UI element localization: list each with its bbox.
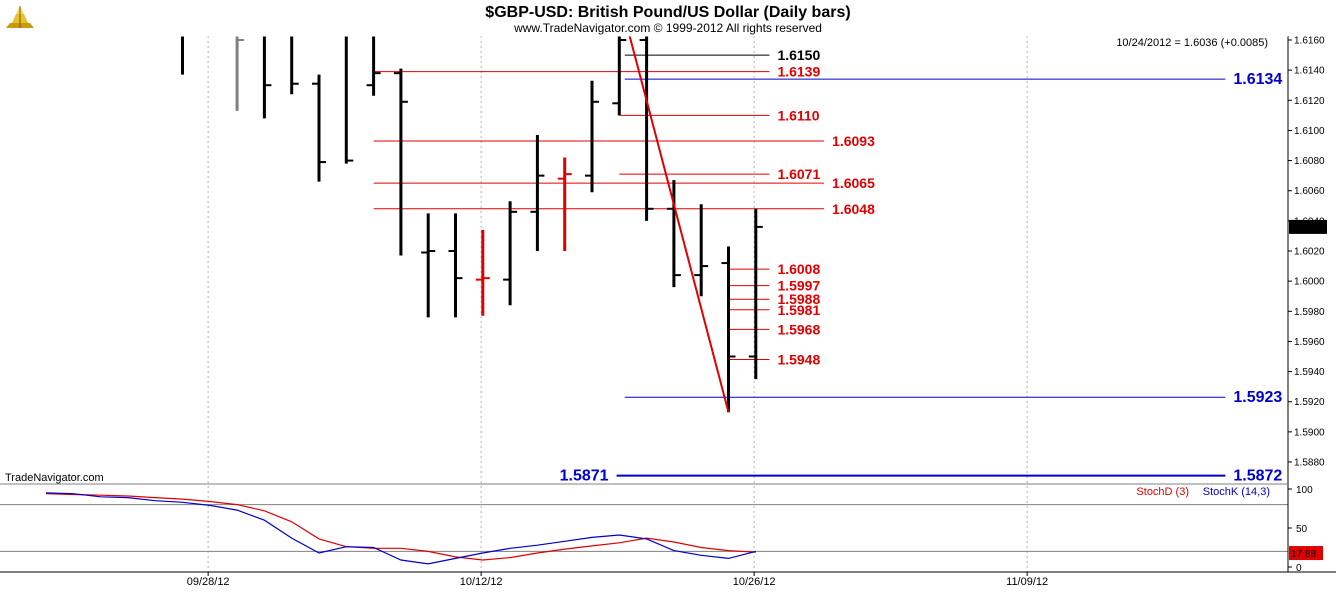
- ohlc-bar: [694, 204, 709, 297]
- ohlc-bar: [344, 36, 354, 164]
- y-tick-label: 1.5980: [1294, 307, 1325, 318]
- y-tick-label: 1.5940: [1294, 367, 1325, 378]
- stochastic-panel: [0, 492, 1288, 565]
- grid-lines: [207, 36, 1028, 572]
- level-label: 1.6139: [777, 64, 820, 80]
- y-tick-label: 1.5920: [1294, 397, 1325, 408]
- stoch-line: [45, 493, 756, 561]
- ohlc-bar: [312, 74, 326, 182]
- last-quote-readout: 10/24/2012 = 1.6036 (+0.0085): [1116, 37, 1268, 49]
- price-plot: [181, 36, 1226, 477]
- ohlc-bar: [666, 180, 681, 288]
- ohlc-bar: [503, 201, 518, 306]
- ohlc-bar: [557, 157, 572, 251]
- y-tick-label: 1.5880: [1294, 458, 1325, 469]
- x-tick-label: 09/28/12: [187, 576, 230, 588]
- ohlc-bar: [748, 208, 763, 380]
- ohlc-bar: [639, 36, 654, 221]
- ohlc-bar: [721, 246, 736, 413]
- stoch-y-label: 50: [1296, 524, 1308, 535]
- level-label: 1.6008: [777, 261, 820, 277]
- axes: 09/28/12 10/12/12 10/26/12 11/09/12 1.6160 1.…: [0, 35, 1336, 588]
- y-tick-label: 1.6160: [1294, 36, 1325, 47]
- level-label: 1.6048: [832, 201, 875, 217]
- y-tick-label: 1.6100: [1294, 126, 1325, 137]
- chart-title: $GBP-USD: British Pound/US Dollar (Daily…: [485, 4, 850, 21]
- level-label: 1.5923: [1233, 389, 1282, 406]
- y-tick-label: 1.6080: [1294, 156, 1325, 167]
- stoch-y-label: 0: [1296, 563, 1302, 574]
- ohlc-bar: [612, 36, 627, 116]
- stoch-value-label: 17.88: [1291, 549, 1316, 560]
- level-label: 1.6110: [777, 107, 819, 123]
- y-tick-label: 1.6120: [1294, 96, 1325, 107]
- level-label: 1.5948: [777, 352, 820, 368]
- level-label: 1.6065: [832, 175, 875, 191]
- legend-stoch-d: StochD (3): [1136, 486, 1189, 498]
- watermark-text: TradeNavigator.com: [5, 472, 104, 484]
- y-tick-label: 1.6060: [1294, 186, 1325, 197]
- stoch-value-box: [1289, 546, 1323, 561]
- level-label: 1.6150: [777, 47, 820, 63]
- current-price-label: 1.6036: [1292, 223, 1323, 234]
- y-tick-label: 1.5960: [1294, 337, 1325, 348]
- y-tick-label: 1.5900: [1294, 427, 1325, 438]
- y-tick-label: 1.6000: [1294, 277, 1325, 288]
- ohlc-bar: [585, 80, 599, 193]
- y-tick-label: 1.6140: [1294, 66, 1325, 77]
- level-label: 1.5968: [777, 321, 820, 337]
- y-tick-label: 1.6020: [1294, 247, 1325, 258]
- ohlc-bar: [290, 36, 299, 95]
- legend-stoch-k: StochK (14,3): [1203, 486, 1270, 498]
- level-label: 1.6093: [832, 133, 875, 149]
- ohlc-bar: [530, 134, 545, 251]
- trade-navigator-logo-icon: [3, 3, 37, 32]
- level-label: 1.5871: [560, 468, 609, 485]
- ohlc-bar: [421, 213, 436, 318]
- x-tick-label: 10/26/12: [733, 576, 776, 588]
- level-label: 1.6071: [777, 166, 820, 182]
- copyright-notice: www.TradeNavigator.com © 1999-2012 All r…: [513, 21, 822, 35]
- stoch-line: [45, 492, 756, 565]
- trend-line: [628, 36, 730, 413]
- ohlc-bar: [448, 213, 463, 318]
- level-label: 1.5872: [1233, 468, 1282, 485]
- ohlc-bar: [475, 229, 490, 316]
- current-price-box: [1289, 219, 1327, 234]
- ohlc-bar: [235, 36, 245, 111]
- ohlc-bar: [262, 36, 272, 119]
- stoch-y-label: 100: [1296, 485, 1313, 496]
- ohlc-bar: [393, 68, 408, 256]
- x-tick-label: 11/09/12: [1006, 576, 1048, 588]
- ohlc-bar: [181, 36, 184, 75]
- ohlc-bar: [366, 36, 381, 96]
- level-label: 1.5988: [777, 291, 820, 307]
- level-label: 1.5981: [777, 302, 820, 318]
- level-label: 1.5997: [777, 278, 820, 294]
- x-tick-label: 10/12/12: [460, 576, 503, 588]
- level-label: 1.6134: [1233, 71, 1282, 88]
